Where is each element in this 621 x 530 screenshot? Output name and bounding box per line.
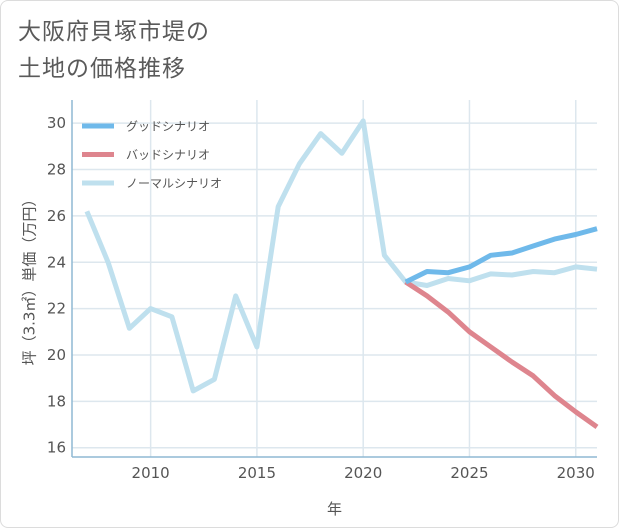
legend-label-normal: ノーマルシナリオ	[126, 177, 222, 191]
y-tick-label: 28	[47, 161, 66, 179]
axes	[71, 100, 597, 458]
y-tick-label: 30	[47, 114, 66, 132]
chart-title-line-1: 大阪府貝塚市堤の	[18, 19, 210, 45]
x-tick-label: 2030	[557, 464, 595, 482]
y-tick-label: 22	[47, 300, 66, 318]
legend-label-bad: バッドシナリオ	[126, 148, 210, 162]
y-tick-label: 16	[47, 439, 66, 457]
y-tick-label: 26	[47, 207, 66, 225]
series-lines	[84, 118, 599, 429]
x-tick-label: 2010	[132, 464, 170, 482]
series-line-good	[404, 226, 598, 285]
x-tick-label: 2020	[344, 464, 382, 482]
x-axis-label: 年	[327, 500, 342, 518]
x-tick-label: 2025	[450, 464, 488, 482]
x-tick-label: 2015	[238, 464, 276, 482]
chart-title: 大阪府貝塚市堤の 土地の価格推移	[18, 14, 210, 88]
y-tick-label: 24	[47, 253, 66, 271]
y-axis-label: 坪（3.3㎡）単価（万円）	[21, 192, 39, 366]
legend-label-good: グッドシナリオ	[126, 120, 210, 134]
tick-labels: 16 18 20 22 24 26 28 30 2010 2015 2020 2025 2030	[47, 114, 595, 482]
series-line-bad	[404, 279, 599, 429]
chart-title-line-2: 土地の価格推移	[18, 56, 186, 82]
y-tick-label: 20	[47, 346, 66, 364]
y-tick-label: 18	[47, 392, 66, 410]
series-line-normal	[84, 118, 598, 394]
